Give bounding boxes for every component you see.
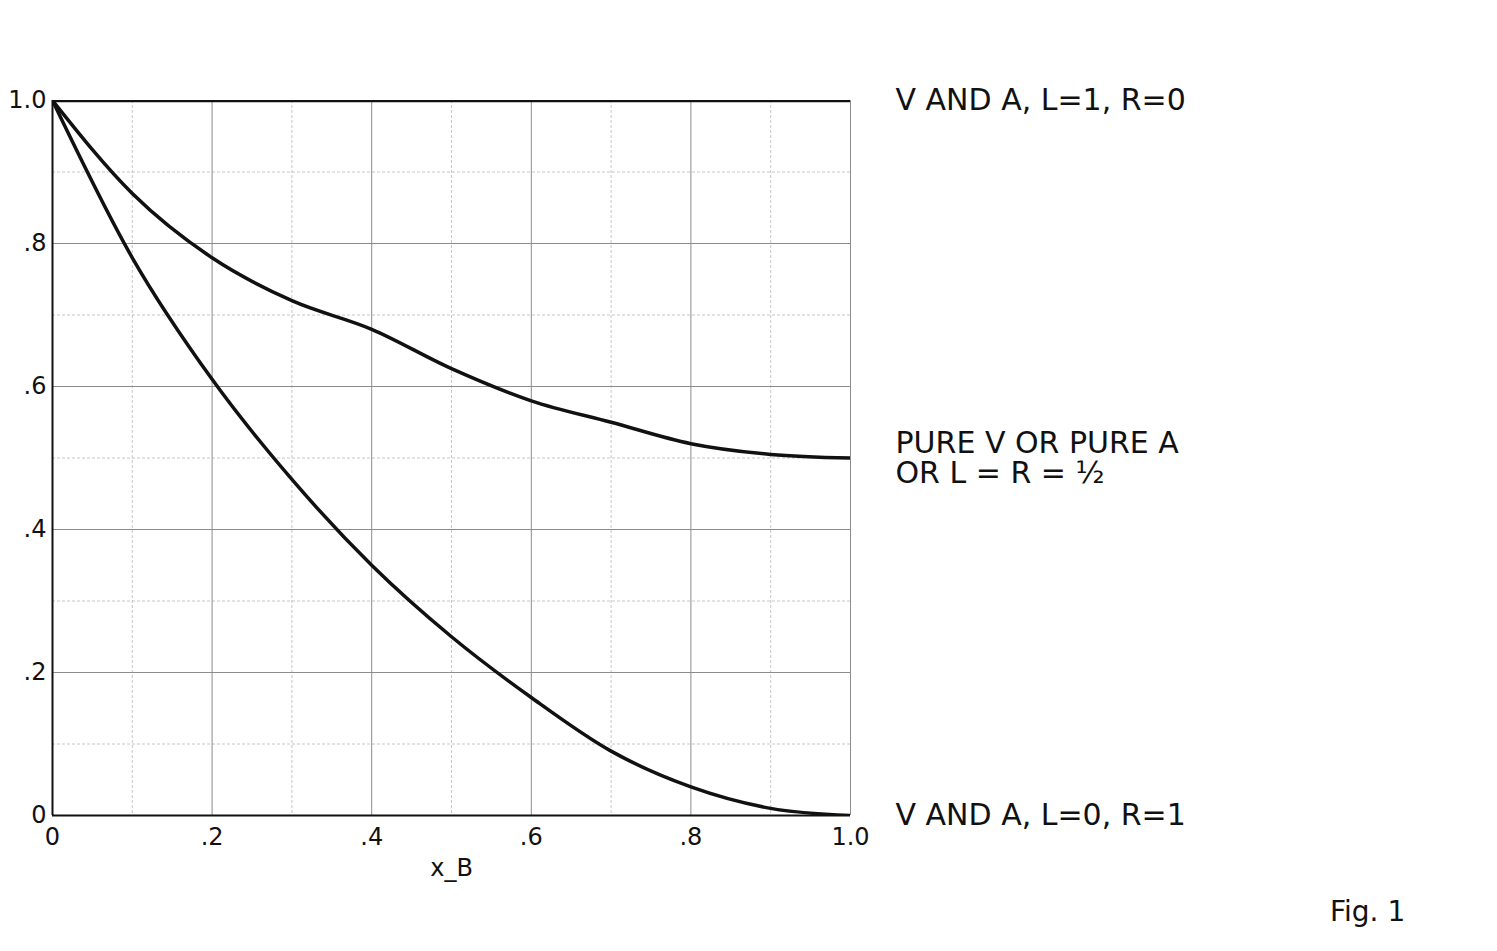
svg-text:0: 0 <box>31 801 47 830</box>
svg-text:0: 0 <box>45 823 60 851</box>
svg-text:1.0: 1.0 <box>8 86 46 114</box>
svg-text:.4: .4 <box>360 823 383 851</box>
svg-text:.4: .4 <box>24 515 47 543</box>
svg-text:1.0: 1.0 <box>831 823 869 851</box>
svg-text:.2: .2 <box>201 823 224 851</box>
svg-text:V AND A, L=1, R=0: V AND A, L=1, R=0 <box>896 82 1186 117</box>
svg-text:.6: .6 <box>24 372 47 400</box>
svg-text:.6: .6 <box>520 823 543 851</box>
svg-text:.8: .8 <box>679 823 702 851</box>
svg-text:V AND A, L=0, R=1: V AND A, L=0, R=1 <box>896 797 1186 832</box>
svg-text:.2: .2 <box>24 658 47 686</box>
svg-text:x_B: x_B <box>430 854 473 882</box>
svg-text:.8: .8 <box>24 229 47 257</box>
svg-text:PURE V OR PURE AOR L = R = ½: PURE V OR PURE AOR L = R = ½ <box>896 425 1180 490</box>
html-text:Fig. 1: Fig. 1 <box>1330 895 1406 928</box>
